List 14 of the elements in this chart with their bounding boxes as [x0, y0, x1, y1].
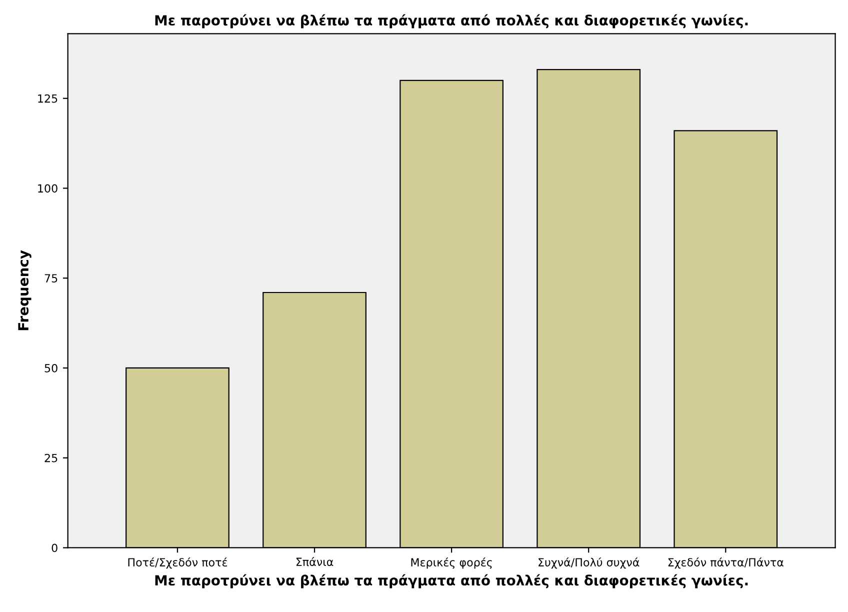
- x-axis-title: Με παροτρύνει να βλέπω τα πράγματα από πολλές και διαφορετικές γωνίες.: [155, 574, 748, 588]
- x-tick-label: Σχεδόν πάντα/Πάντα: [668, 557, 784, 569]
- y-tick-label: 75: [44, 274, 58, 282]
- y-tick-label: 100: [38, 184, 58, 193]
- x-tick-label: Σπάνια: [296, 557, 334, 566]
- chart-title: Με παροτρύνει να βλέπω τα πράγματα από πολλές και διαφορετικές γωνίες.: [155, 14, 748, 28]
- x-tick-label: Ποτέ/Σχεδόν ποτέ: [128, 557, 227, 569]
- y-tick-label: 125: [38, 94, 58, 103]
- y-tick-label: 25: [44, 454, 58, 462]
- y-tick-label: 0: [52, 544, 58, 552]
- y-axis-title: Frequency: [18, 250, 32, 330]
- x-tick-label: Μερικές φορές: [411, 557, 492, 569]
- y-tick-label: 50: [44, 364, 58, 372]
- x-tick-label: Συχνά/Πολύ συχνά: [538, 557, 640, 569]
